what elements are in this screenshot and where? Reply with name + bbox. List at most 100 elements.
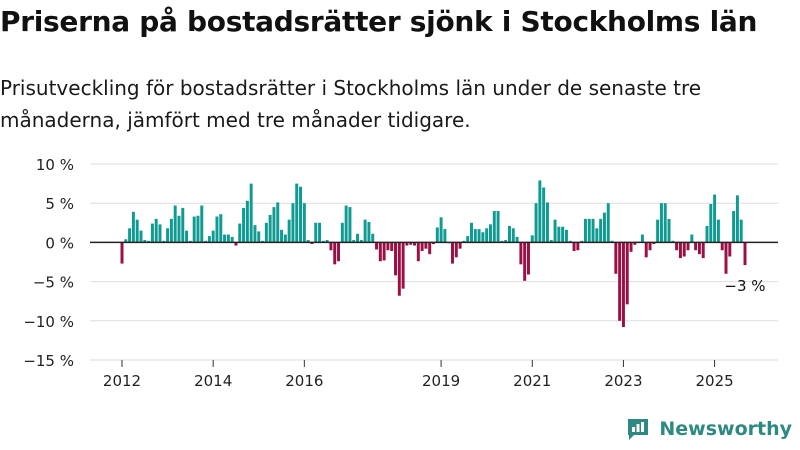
bar bbox=[538, 180, 542, 243]
bar bbox=[583, 218, 587, 243]
bar bbox=[621, 242, 625, 328]
bar bbox=[234, 242, 238, 246]
last-value-annotation: −3 % bbox=[724, 277, 765, 295]
bar bbox=[561, 226, 565, 243]
bar bbox=[720, 242, 724, 251]
bar bbox=[526, 242, 530, 275]
bar bbox=[667, 218, 671, 243]
bar bbox=[439, 217, 443, 243]
bar bbox=[211, 230, 215, 243]
y-tick-label: 0 % bbox=[45, 234, 74, 252]
bar bbox=[223, 234, 227, 243]
bar bbox=[675, 242, 679, 251]
bar bbox=[743, 242, 747, 266]
bar bbox=[545, 202, 549, 243]
bar bbox=[489, 224, 492, 243]
bar bbox=[318, 222, 322, 243]
bar bbox=[299, 186, 303, 243]
y-axis-labels: 10 % 5 % 0 % −5 % −10 % −15 % bbox=[23, 156, 74, 370]
bar bbox=[352, 240, 356, 243]
bar bbox=[694, 242, 698, 251]
bar bbox=[215, 216, 219, 243]
bar bbox=[713, 194, 717, 243]
bar bbox=[253, 225, 257, 243]
x-tick-label: 2023 bbox=[604, 372, 642, 390]
bar bbox=[701, 242, 705, 259]
bar bbox=[135, 219, 139, 243]
bar bbox=[496, 211, 500, 243]
bar bbox=[378, 242, 382, 262]
bar bbox=[139, 230, 143, 243]
bar bbox=[238, 223, 242, 243]
bar bbox=[169, 218, 173, 243]
brand-name: Newsworthy bbox=[659, 418, 792, 440]
bar bbox=[321, 240, 325, 243]
bar bbox=[633, 242, 637, 245]
bar bbox=[443, 229, 447, 243]
bar bbox=[599, 218, 603, 243]
bar bbox=[709, 203, 713, 243]
bar bbox=[625, 242, 629, 305]
bar bbox=[519, 242, 523, 265]
bar-chart: 10 %5 %0 %−5 %−10 %−15 % 2012 2014 2016 201… bbox=[23, 156, 778, 390]
bar bbox=[272, 207, 276, 243]
bar bbox=[283, 234, 287, 243]
bar bbox=[394, 242, 397, 276]
chart-title: Priserna på bostadsrätter sjönk i Stockh… bbox=[0, 5, 758, 38]
bar bbox=[614, 242, 618, 274]
bar bbox=[557, 226, 561, 243]
bar bbox=[716, 219, 720, 243]
bar bbox=[485, 228, 489, 243]
bar bbox=[325, 240, 329, 243]
bar bbox=[150, 223, 154, 243]
bar bbox=[204, 240, 208, 243]
bar bbox=[644, 242, 648, 258]
bar bbox=[226, 234, 230, 243]
bar bbox=[261, 240, 265, 243]
bar bbox=[128, 228, 132, 243]
bar bbox=[648, 242, 652, 251]
bar bbox=[188, 240, 192, 243]
bar bbox=[568, 240, 572, 243]
bar bbox=[739, 219, 743, 243]
bar bbox=[500, 240, 504, 243]
y-tick-label: −15 % bbox=[23, 352, 74, 370]
bar bbox=[340, 222, 344, 243]
bar bbox=[219, 214, 223, 243]
bar bbox=[515, 236, 519, 243]
bar bbox=[302, 203, 306, 243]
bar bbox=[185, 230, 189, 243]
bar bbox=[367, 222, 371, 243]
bar bbox=[530, 235, 534, 243]
bar bbox=[507, 225, 511, 243]
bar bbox=[291, 203, 295, 243]
bar bbox=[306, 240, 310, 243]
bar bbox=[230, 236, 234, 243]
bar bbox=[473, 229, 477, 243]
chart-subtitle: Prisutveckling för bostadsrätter i Stock… bbox=[0, 76, 702, 132]
y-tick-label: 5 % bbox=[45, 195, 74, 213]
bar bbox=[428, 242, 432, 255]
bar bbox=[580, 240, 584, 243]
bar bbox=[390, 242, 394, 252]
x-axis: 2012 2014 2016 2019 2021 2023 2025 bbox=[90, 241, 778, 390]
bar bbox=[295, 183, 299, 243]
gridlines bbox=[90, 163, 778, 361]
bar bbox=[344, 205, 348, 243]
bar bbox=[652, 242, 656, 244]
x-tick-label: 2012 bbox=[103, 372, 141, 390]
bar bbox=[451, 242, 454, 264]
bar bbox=[587, 218, 591, 243]
bar bbox=[363, 219, 367, 243]
x-tick-label: 2019 bbox=[422, 372, 460, 390]
bar bbox=[409, 242, 413, 245]
newsworthy-logo-icon bbox=[628, 419, 649, 440]
bar bbox=[268, 214, 272, 243]
bar bbox=[564, 229, 568, 243]
bar bbox=[735, 195, 739, 243]
bar bbox=[553, 219, 557, 243]
bar bbox=[656, 219, 660, 243]
bar bbox=[602, 212, 606, 243]
bar bbox=[162, 240, 166, 243]
y-tick-label: −5 % bbox=[33, 274, 74, 292]
